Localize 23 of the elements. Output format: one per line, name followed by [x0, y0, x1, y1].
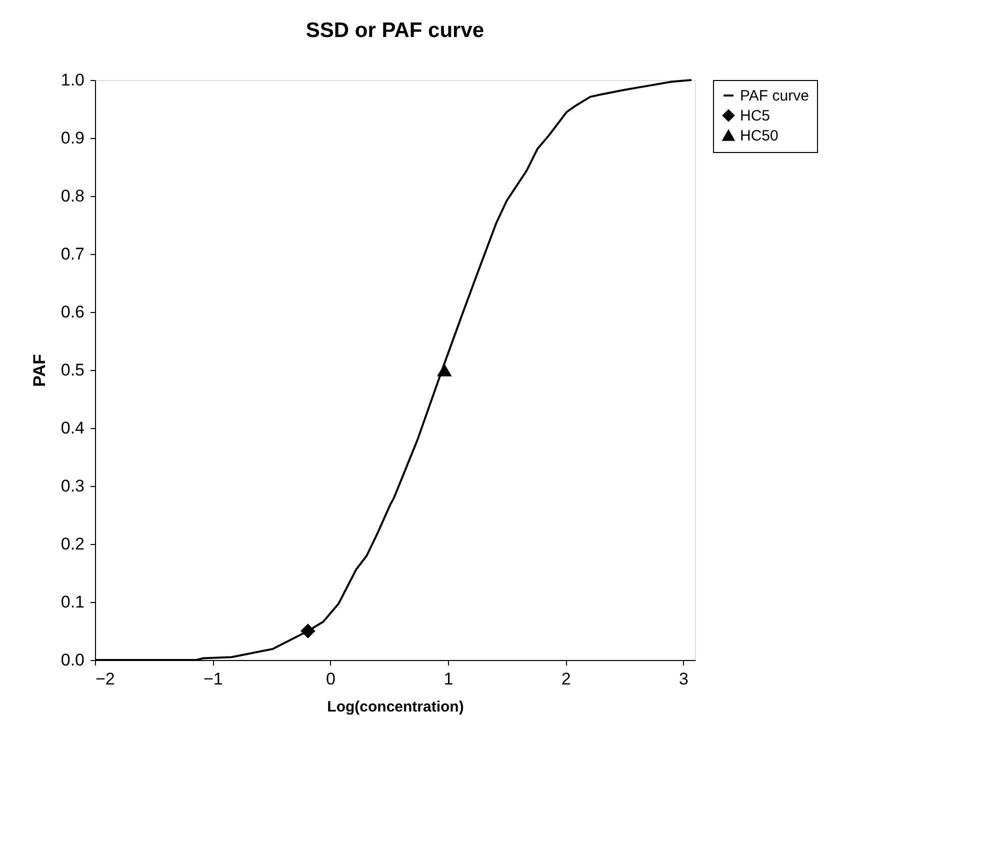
y-tick-label: 0.2 [60, 534, 84, 554]
legend-label: HC5 [740, 108, 770, 124]
chart-title: SSD or PAF curve [306, 19, 484, 42]
x-axis-title: Log(concentration) [327, 698, 464, 716]
y-tick-label: 0.8 [60, 186, 84, 206]
x-tick-label: 1 [444, 670, 454, 688]
y-tick-label: 0.3 [60, 476, 84, 496]
x-tick-label: 2 [561, 670, 571, 688]
x-tick-label: −1 [203, 670, 223, 688]
y-axis-title: PAF [30, 354, 49, 387]
legend-label: HC50 [740, 128, 778, 144]
x-tick-label: 0 [326, 670, 336, 688]
y-tick-label: 0.7 [60, 244, 84, 264]
y-tick-label: 1.0 [60, 70, 84, 90]
x-tick-label: 3 [679, 670, 688, 688]
y-tick-label: 0.6 [60, 302, 84, 322]
x-tick-label: −2 [96, 670, 115, 688]
y-tick-label: 0.0 [60, 650, 84, 670]
y-tick-label: 0.1 [60, 592, 84, 612]
y-tick-label: 0.9 [60, 128, 84, 148]
legend-label: PAF curve [740, 88, 809, 104]
y-tick-label: 0.5 [60, 360, 84, 380]
y-tick-label: 0.4 [60, 418, 84, 438]
